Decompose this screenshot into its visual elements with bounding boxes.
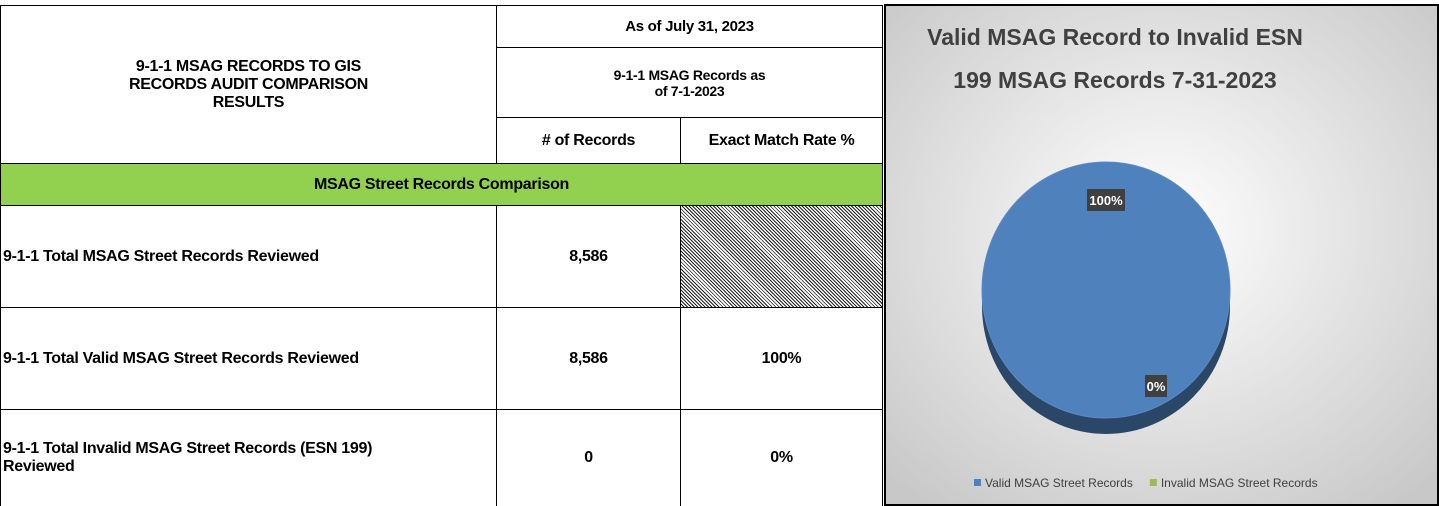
column-header: # of Records — [497, 118, 681, 164]
table-title: 9-1-1 MSAG RECORDS TO GIS RECORDS AUDIT … — [1, 6, 497, 164]
data-label: 0% — [1147, 379, 1166, 394]
row-count: 8,586 — [497, 308, 681, 410]
row-label: 9-1-1 Total Valid MSAG Street Records Re… — [1, 308, 497, 410]
legend-label: Valid MSAG Street Records — [985, 476, 1133, 490]
hatched-cell — [681, 206, 883, 308]
chart-subtitle: 199 MSAG Records 7-31-2023 — [953, 67, 1276, 93]
table: 9-1-1 MSAG RECORDS TO GIS RECORDS AUDIT … — [0, 5, 883, 506]
subheader: 9-1-1 MSAG Records as of 7-1-2023 — [497, 48, 883, 118]
data-label: 100% — [1089, 193, 1123, 208]
legend-label: Invalid MSAG Street Records — [1161, 476, 1318, 490]
data-label-box — [1145, 375, 1167, 397]
row-label: 9-1-1 Total Invalid MSAG Street Records … — [1, 410, 497, 506]
pie-slice — [981, 161, 1231, 419]
chart: Valid MSAG Record to Invalid ESN 199 MSA… — [884, 4, 1439, 506]
row-rate: 100% — [681, 308, 883, 410]
date-header: As of July 31, 2023 — [497, 6, 883, 48]
data-label-box — [1087, 189, 1125, 211]
row-label: 9-1-1 Total MSAG Street Records Reviewed — [1, 206, 497, 308]
row-count: 0 — [497, 410, 681, 506]
legend-swatch — [974, 479, 981, 486]
column-header: Exact Match Rate % — [681, 118, 883, 164]
row-rate: 0% — [681, 410, 883, 506]
row-count: 8,586 — [497, 206, 681, 308]
legend-swatch — [1149, 479, 1157, 486]
chart-title: Valid MSAG Record to Invalid ESN — [927, 24, 1303, 50]
section-header: MSAG Street Records Comparison — [1, 164, 883, 206]
